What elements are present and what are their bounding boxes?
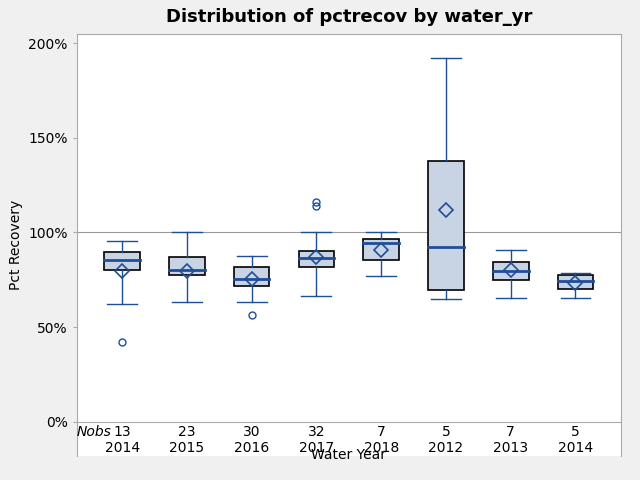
Text: 7: 7 [377,425,385,439]
Bar [234,266,269,286]
Text: 2015: 2015 [170,442,204,456]
Text: 5: 5 [571,425,580,439]
Text: 2018: 2018 [364,442,399,456]
Text: 2014: 2014 [558,442,593,456]
Text: 2016: 2016 [234,442,269,456]
Bar [169,257,205,275]
Text: 2013: 2013 [493,442,528,456]
Title: Distribution of pctrecov by water_yr: Distribution of pctrecov by water_yr [166,9,532,26]
Text: 30: 30 [243,425,260,439]
Bar [299,252,334,266]
Text: 5: 5 [442,425,451,439]
Text: Nobs: Nobs [77,425,111,439]
Bar [364,239,399,260]
Text: 2012: 2012 [428,442,463,456]
Text: Water Year: Water Year [311,448,387,462]
Y-axis label: Pct Recovery: Pct Recovery [9,200,22,290]
Bar [493,262,529,280]
Bar [557,275,593,289]
Text: 23: 23 [178,425,196,439]
Text: 13: 13 [113,425,131,439]
Bar [428,160,464,290]
Text: 32: 32 [308,425,325,439]
Text: 2014: 2014 [104,442,140,456]
Bar [104,252,140,270]
Text: 2017: 2017 [299,442,334,456]
Text: 7: 7 [506,425,515,439]
